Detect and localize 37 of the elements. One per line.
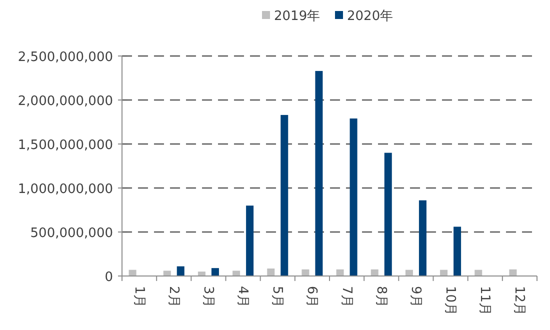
x-tick-label: 12月 — [512, 286, 527, 316]
bar — [267, 268, 275, 276]
x-tick-label: 1月 — [131, 286, 146, 308]
legend-label: 2020年 — [347, 9, 394, 24]
bar — [232, 270, 240, 276]
y-tick-label: 1,000,000,000 — [18, 182, 113, 197]
bar — [280, 114, 288, 276]
x-tick-label: 6月 — [304, 286, 320, 308]
bar — [211, 268, 219, 276]
bar — [315, 70, 323, 276]
y-tick-label: 0 — [104, 270, 113, 285]
x-tick-label: 2月 — [166, 286, 181, 308]
x-tick-label: 8月 — [373, 286, 388, 308]
x-tick-label: 4月 — [235, 286, 250, 308]
x-tick-label: 11月 — [477, 286, 492, 316]
bar — [163, 270, 171, 276]
bar — [246, 206, 254, 276]
bar — [198, 272, 206, 276]
x-tick-label: 10月 — [442, 286, 458, 316]
bar — [336, 269, 344, 276]
bar — [176, 266, 184, 276]
bar — [350, 118, 358, 276]
bar — [509, 269, 517, 276]
y-tick-label: 2,500,000,000 — [18, 50, 113, 65]
bar — [454, 226, 462, 276]
bar — [384, 152, 392, 276]
y-tick-label: 2,000,000,000 — [18, 94, 113, 109]
bar — [302, 269, 310, 276]
legend-label: 2019年 — [274, 9, 320, 24]
x-tick-label: 7月 — [338, 286, 354, 308]
bar — [418, 200, 426, 276]
bar — [370, 269, 378, 276]
x-tick-label: 9月 — [408, 286, 423, 308]
y-tick-label: 1,500,000,000 — [18, 138, 113, 153]
x-tick-label: 3月 — [200, 286, 216, 308]
x-tick-label: 5月 — [270, 286, 285, 308]
y-tick-label: 500,000,000 — [30, 226, 113, 241]
